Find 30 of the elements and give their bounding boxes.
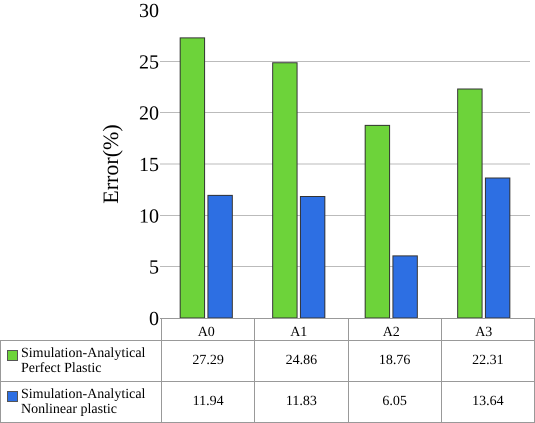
bar: [457, 88, 483, 318]
data-label: 6.05: [348, 382, 442, 422]
y-tick-label: 0: [149, 308, 159, 330]
x-tick-label: A0: [198, 324, 215, 340]
x-tick-label: A1: [290, 324, 308, 340]
data-label: 18.76: [348, 340, 442, 382]
y-tick-label: 5: [149, 256, 159, 279]
data-label: 13.64: [441, 382, 534, 422]
legend-label: Simulation-Analytical Perfect Plastic: [21, 346, 146, 376]
bar: [364, 124, 390, 318]
y-axis-title: Error(%): [98, 124, 123, 204]
data-label: 11.83: [254, 382, 348, 422]
legend-label: Simulation-Analytical Nonlinear plastic: [21, 387, 146, 417]
x-tick-label: A2: [382, 324, 400, 340]
y-tick-label: 30: [139, 0, 159, 22]
bar: [207, 194, 233, 318]
bar: [180, 37, 206, 318]
bar: [300, 196, 326, 318]
bar: [484, 177, 510, 318]
data-label: 27.29: [162, 340, 255, 382]
data-label: 22.31: [441, 340, 534, 382]
data-label: 24.86: [254, 340, 348, 382]
y-tick-label: 20: [139, 102, 159, 125]
bar: [392, 255, 418, 318]
y-tick-label: 25: [139, 51, 159, 74]
y-tick-label: 15: [139, 154, 159, 176]
x-tick-label: A3: [475, 324, 492, 340]
bar: [272, 62, 298, 318]
data-label: 11.94: [162, 382, 255, 422]
y-tick-label: 10: [139, 205, 159, 228]
